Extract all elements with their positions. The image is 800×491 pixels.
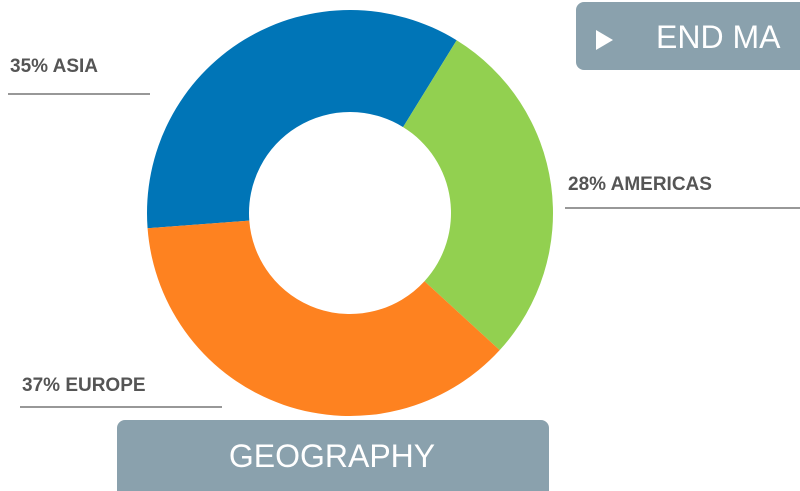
data-label: 35% ASIA: [10, 56, 98, 77]
data-label: 28% AMERICAS: [568, 174, 712, 195]
geography-button[interactable]: GEOGRAPHY: [117, 420, 549, 491]
donut-slice: [403, 40, 553, 351]
value-label: 28%: [568, 174, 606, 195]
category-label: EUROPE: [65, 375, 145, 396]
data-label: 37% EUROPE: [22, 375, 146, 396]
category-label: AMERICAS: [611, 174, 712, 195]
button-bg: [576, 2, 800, 70]
category-label: ASIA: [53, 56, 99, 77]
donut-slice: [146, 10, 457, 229]
button-label: GEOGRAPHY: [229, 438, 435, 474]
button-label: END MA: [656, 19, 781, 55]
value-label: 35%: [10, 56, 48, 77]
play-icon: [596, 30, 613, 50]
donut-slice: [147, 220, 500, 417]
button-bg: [117, 420, 549, 491]
value-label: 37%: [22, 375, 60, 396]
end-markets-button[interactable]: END MA: [576, 2, 800, 70]
